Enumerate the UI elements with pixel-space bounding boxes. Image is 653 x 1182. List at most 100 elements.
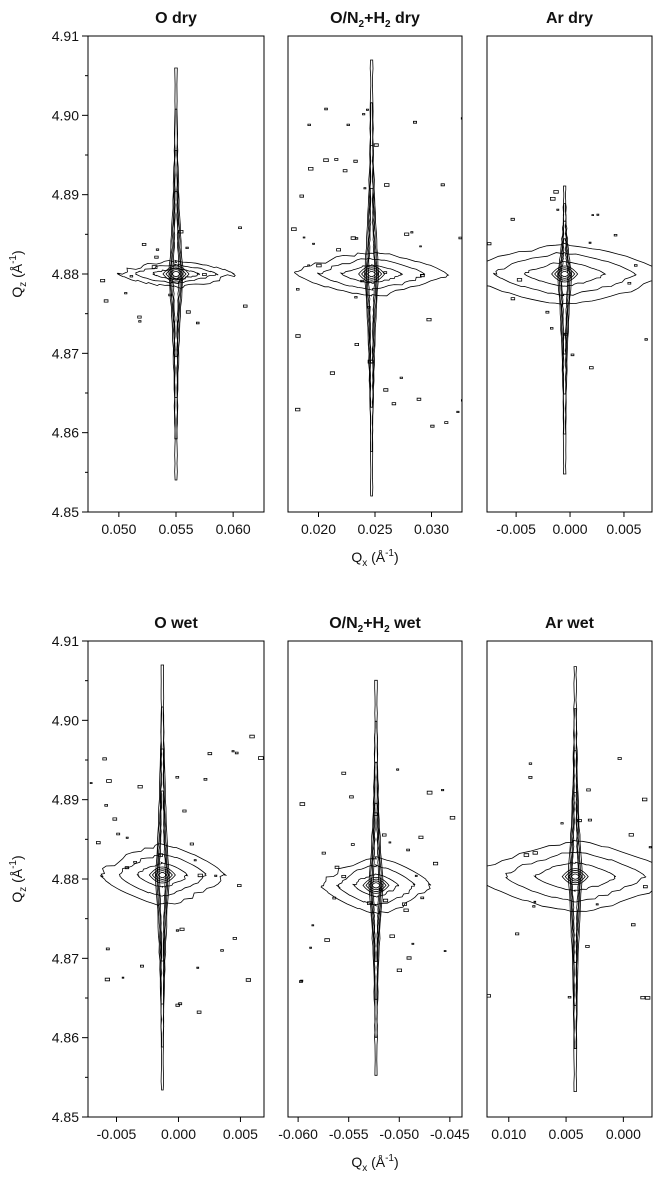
- contour-line: [350, 236, 356, 240]
- label-part: ): [9, 855, 25, 860]
- contour-line: [193, 859, 197, 862]
- contour-line: [332, 896, 337, 900]
- contour-line: [196, 321, 200, 325]
- contour-line: [564, 332, 568, 336]
- x-tick-label: -0.005: [97, 1126, 137, 1142]
- contour-line: [291, 227, 297, 231]
- contour-line: [373, 143, 379, 147]
- y-tick-label: 4.89: [52, 792, 79, 808]
- contour-line: [420, 274, 425, 278]
- contour-line: [334, 865, 340, 869]
- label-part: -1: [385, 1153, 394, 1164]
- contour-line: [104, 977, 110, 982]
- contour-line: [586, 788, 591, 792]
- contour-line: [383, 898, 389, 903]
- x-tick-label: 0.005: [223, 1126, 258, 1142]
- contour-line: [157, 872, 167, 879]
- contour-line: [316, 263, 322, 268]
- contour-line: [426, 790, 433, 795]
- contour-line: [249, 734, 255, 739]
- contour-line: [196, 966, 200, 969]
- contour-line: [358, 265, 386, 283]
- contour-line: [137, 785, 143, 789]
- y-tick-label: 4.85: [52, 504, 79, 520]
- contour-line: [231, 406, 234, 408]
- contour-line: [384, 183, 390, 187]
- contours: [487, 666, 652, 1092]
- contour-line: [471, 405, 474, 407]
- panel-title: O wet: [154, 615, 198, 632]
- contour-line: [339, 264, 404, 284]
- contour-line: [510, 217, 515, 221]
- label-part: Ar wet: [545, 615, 595, 632]
- contour-line: [441, 789, 445, 792]
- contour-line: [354, 343, 359, 346]
- contour-line: [368, 679, 384, 1076]
- contour-line: [296, 288, 300, 291]
- contour-line: [103, 299, 109, 303]
- x-tick-label: 0.005: [549, 1126, 584, 1142]
- contour-line: [560, 238, 569, 355]
- contours: [194, 59, 497, 497]
- contour-line: [440, 183, 445, 187]
- contour-line: [182, 809, 187, 813]
- contour-line: [468, 312, 472, 314]
- contour-line: [460, 117, 462, 120]
- contour-line: [570, 873, 580, 880]
- contour-line: [157, 853, 163, 857]
- y-tick-label: 4.91: [52, 28, 79, 44]
- contour-line: [307, 264, 310, 267]
- contour-line: [231, 750, 235, 753]
- contour-line: [389, 934, 395, 938]
- label-part: (Å: [9, 868, 25, 887]
- contour-line: [175, 776, 180, 779]
- contour-line: [151, 265, 158, 269]
- contour-line: [553, 190, 559, 194]
- label-part: -1: [385, 548, 394, 559]
- contour-line: [528, 762, 533, 765]
- contour-line: [124, 292, 128, 295]
- y-tick-label: 4.87: [52, 950, 79, 966]
- contour-line: [402, 902, 407, 906]
- contour-line: [185, 310, 191, 314]
- contour-line: [124, 866, 130, 870]
- contour-line: [239, 243, 241, 244]
- contour-line: [588, 241, 592, 244]
- contour-line: [494, 349, 497, 351]
- contour-line: [414, 874, 418, 877]
- contours: [487, 185, 652, 475]
- y-tick-label: 4.85: [52, 1109, 79, 1125]
- contour-line: [162, 265, 190, 283]
- contour-line: [595, 903, 599, 906]
- contour-line: [67, 847, 70, 849]
- contour-line: [194, 253, 196, 254]
- contour-line: [533, 900, 537, 903]
- label-part: dry: [391, 10, 420, 27]
- x-tick-label: 0.010: [491, 1126, 526, 1142]
- y-tick-label: 4.89: [52, 187, 79, 203]
- contour-line: [367, 901, 373, 905]
- contour-line: [634, 264, 638, 267]
- contour-line: [99, 843, 228, 906]
- contour-line: [560, 271, 570, 277]
- label-part: +H: [363, 615, 384, 632]
- contour-line: [168, 67, 184, 481]
- plot-frame: [486, 640, 653, 1118]
- x-tick-label: -0.055: [329, 1126, 369, 1142]
- contour-line: [587, 818, 592, 822]
- contour-line: [116, 259, 236, 289]
- contour-line: [106, 779, 112, 783]
- contour-line: [208, 294, 211, 296]
- contour-line: [157, 748, 168, 1005]
- contour-line: [272, 160, 275, 162]
- contour-line: [396, 968, 402, 972]
- contour-line: [643, 885, 648, 889]
- contour-line: [245, 300, 247, 301]
- contour-line: [551, 265, 579, 283]
- contour-line: [404, 232, 410, 236]
- contour-line: [458, 236, 462, 240]
- contour-line: [179, 927, 185, 931]
- contour-line: [323, 158, 329, 162]
- contour-line: [185, 246, 189, 249]
- x-tick-label: 0.030: [414, 521, 449, 537]
